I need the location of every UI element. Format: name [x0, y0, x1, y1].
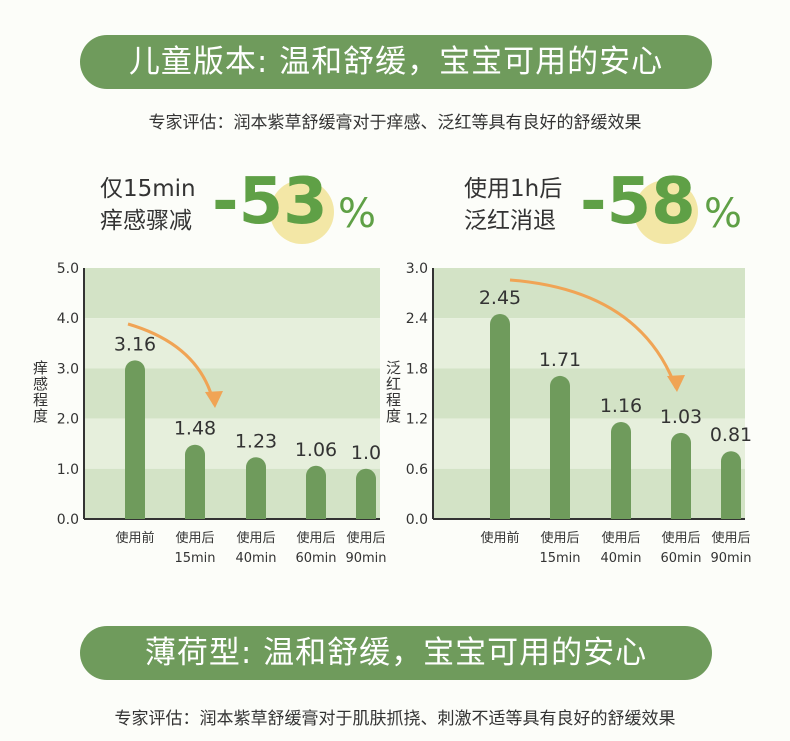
- x-tick-label: 使用后: [296, 530, 335, 546]
- arrow-head-icon: [667, 375, 685, 392]
- bar: [550, 375, 570, 519]
- highlight-circle: [634, 180, 698, 244]
- data-label: 1.03: [660, 406, 702, 428]
- section1-subtitle: 专家评估：润本紫草舒缓膏对于痒感、泛红等具有良好的舒缓效果: [148, 113, 642, 133]
- bar: [490, 314, 510, 519]
- y-tick-label: 4.0: [57, 311, 79, 327]
- stat-line1: 使用1h后: [464, 176, 563, 202]
- x-tick-label: 使用后: [711, 530, 750, 546]
- x-tick-label: 使用前: [115, 530, 154, 546]
- y-tick-label: 5.0: [57, 261, 79, 277]
- bar: [671, 432, 691, 519]
- y-tick-label: 2.0: [57, 412, 79, 428]
- y-tick-label: 0.6: [406, 462, 428, 478]
- x-tick-label: 40min: [600, 551, 641, 566]
- trend-arrow: [127, 322, 216, 405]
- y-tick-label: 0.0: [406, 512, 428, 528]
- stat-line2: 痒感骤减: [100, 208, 192, 234]
- data-label: 1.0: [351, 442, 381, 464]
- data-label: 1.48: [174, 418, 216, 440]
- x-tick-label: 40min: [235, 551, 276, 566]
- data-label: 2.45: [479, 287, 521, 309]
- stat-line2: 泛红消退: [464, 208, 556, 234]
- data-label: 1.16: [600, 395, 642, 417]
- data-label: 1.23: [235, 430, 277, 452]
- stat-value: -53: [212, 165, 328, 239]
- x-tick-label: 15min: [174, 551, 215, 566]
- x-tick-label: 使用前: [480, 530, 519, 546]
- grid-band: [433, 268, 745, 319]
- x-tick-label: 15min: [539, 551, 580, 566]
- grid-band: [433, 368, 745, 419]
- bar: [721, 451, 741, 519]
- y-tick-label: 3.0: [57, 361, 79, 377]
- data-label: 1.06: [295, 439, 337, 461]
- section1-title: 儿童版本: 温和舒缓，宝宝可用的安心: [80, 35, 712, 89]
- highlight-circle: [270, 180, 334, 244]
- stat-line1: 仅15min: [100, 176, 196, 202]
- bar: [306, 465, 326, 519]
- data-label: 0.81: [710, 424, 752, 446]
- y-tick-label: 1.2: [406, 412, 428, 428]
- section2-title: 薄荷型: 温和舒缓，宝宝可用的安心: [80, 626, 712, 680]
- bar: [246, 457, 266, 519]
- data-label: 1.71: [539, 349, 581, 371]
- x-tick-label: 60min: [660, 551, 701, 566]
- y-tick-label: 3.0: [406, 261, 428, 277]
- x-tick-label: 使用后: [661, 530, 700, 546]
- x-tick-label: 使用后: [236, 530, 275, 546]
- y-tick-label: 2.4: [406, 311, 428, 327]
- x-tick-label: 使用后: [540, 530, 579, 546]
- grid-band: [433, 418, 745, 469]
- y-axis-label: 泛红程度: [384, 360, 402, 424]
- data-label: 3.16: [114, 333, 156, 355]
- x-tick-label: 使用后: [601, 530, 640, 546]
- x-tick-label: 90min: [345, 551, 386, 566]
- x-tick-label: 90min: [710, 551, 751, 566]
- x-tick-label: 60min: [295, 551, 336, 566]
- bar: [356, 468, 376, 519]
- bar: [611, 421, 631, 519]
- stat-unit: %: [338, 191, 377, 237]
- stat-unit: %: [704, 191, 743, 237]
- y-tick-label: 1.8: [406, 361, 428, 377]
- x-tick-label: 使用后: [175, 530, 214, 546]
- y-tick-label: 0.0: [57, 512, 79, 528]
- bar: [185, 444, 205, 519]
- x-tick-label: 使用后: [346, 530, 385, 546]
- section2-subtitle: 专家评估：润本紫草舒缓膏对于肌肤抓挠、刺激不适等具有良好的舒缓效果: [114, 709, 676, 729]
- y-axis-label: 痒感程度: [31, 360, 49, 424]
- stat-value: -58: [580, 165, 696, 239]
- grid-band: [433, 468, 745, 519]
- arrow-head-icon: [205, 391, 223, 408]
- bar: [125, 360, 145, 519]
- grid-band: [433, 318, 745, 369]
- grid-band: [84, 268, 380, 319]
- trend-arrow: [509, 278, 678, 389]
- y-tick-label: 1.0: [57, 462, 79, 478]
